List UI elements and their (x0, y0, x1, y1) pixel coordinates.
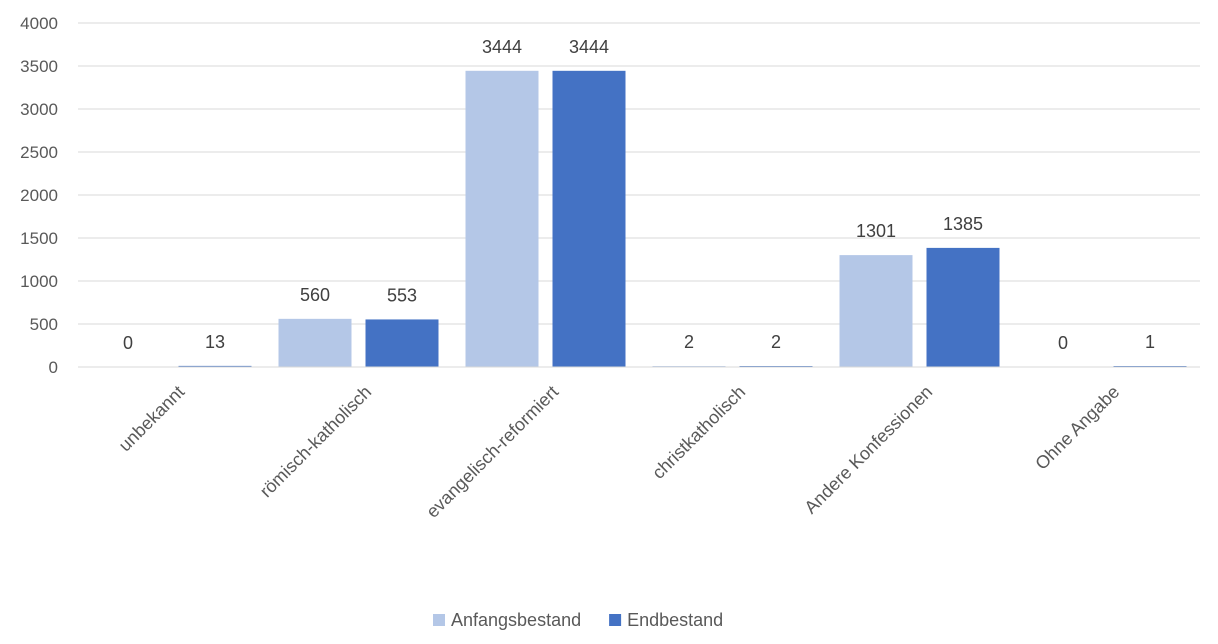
gridlines (78, 22, 1200, 368)
bar-endbestand-2 (552, 70, 626, 367)
data-label: 1385 (943, 214, 983, 234)
legend-label: Anfangsbestand (451, 610, 581, 630)
data-label: 0 (123, 333, 133, 353)
data-label: 2 (684, 332, 694, 352)
legend-swatch-endbestand (609, 614, 622, 626)
x-tick-label: römisch-katholisch (256, 382, 376, 502)
bar-anfangsbestand-1 (278, 318, 352, 367)
legend: Anfangsbestand Endbestand (433, 610, 723, 630)
y-tick-label: 2000 (20, 186, 58, 205)
x-tick-label: unbekannt (115, 382, 189, 456)
y-axis: 0 500 1000 1500 2000 2500 3000 3500 4000 (20, 14, 58, 377)
y-tick-label: 500 (30, 315, 58, 334)
data-label: 1 (1145, 332, 1155, 352)
legend-swatch-anfangsbestand (433, 614, 445, 626)
data-label: 13 (205, 332, 225, 352)
data-labels: 0 13 560 553 3444 3444 2 2 1301 1385 0 1 (123, 37, 1155, 353)
data-label: 3444 (569, 37, 609, 57)
x-tick-label: christkatholisch (648, 382, 749, 483)
data-label: 553 (387, 285, 417, 305)
y-tick-label: 4000 (20, 14, 58, 33)
x-tick-label: Ohne Angabe (1031, 382, 1123, 474)
bar-anfangsbestand-4 (839, 255, 913, 367)
data-label: 1301 (856, 221, 896, 241)
bar-endbestand-0 (178, 365, 252, 367)
y-tick-label: 1500 (20, 229, 58, 248)
x-axis: unbekannt römisch-katholisch evangelisch-r… (78, 366, 1200, 522)
bar-endbestand-1 (365, 319, 439, 367)
x-tick-label: Andere Konfessionen (800, 382, 936, 518)
legend-label: Endbestand (627, 610, 723, 630)
bars (178, 70, 1187, 367)
y-tick-label: 2500 (20, 143, 58, 162)
y-tick-label: 3000 (20, 100, 58, 119)
data-label: 3444 (482, 37, 522, 57)
x-tick-label: evangelisch-reformiert (422, 382, 562, 522)
data-label: 0 (1058, 333, 1068, 353)
y-tick-label: 3500 (20, 57, 58, 76)
data-label: 560 (300, 285, 330, 305)
data-label: 2 (771, 332, 781, 352)
bar-endbestand-4 (926, 247, 1000, 367)
bar-anfangsbestand-2 (465, 70, 539, 367)
y-tick-label: 0 (49, 358, 58, 377)
y-tick-label: 1000 (20, 272, 58, 291)
